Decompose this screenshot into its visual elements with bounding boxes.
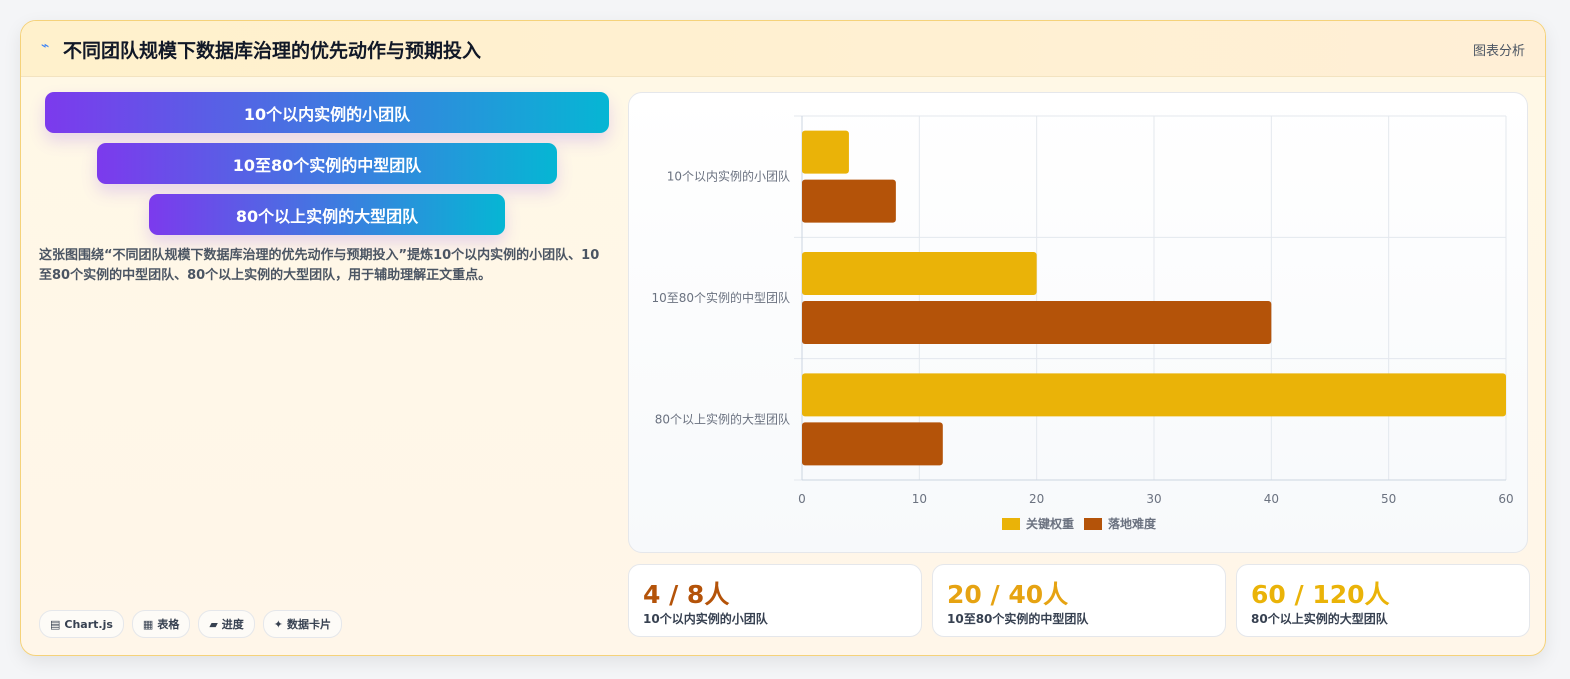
main-card: ⌁ 不同团队规模下数据库治理的优先动作与预期投入 图表分析 10个以内实例的小团… [20,20,1546,656]
tag-label: Chart.js [64,617,113,631]
bar-weight [802,252,1037,295]
chart-line-icon: ⌁ [41,38,50,54]
pill-small-team: 10个以内实例的小团队 [45,92,609,133]
stat-value: 4 / 8人 [643,580,730,609]
legend-label: 关键权重 [1026,516,1074,531]
card-icon: ✦ [273,617,284,631]
tag-data-card[interactable]: ✦ 数据卡片 [262,610,343,638]
tag-table[interactable]: ▦ 表格 [131,610,191,638]
stat-label: 80个以上实例的大型团队 [1251,612,1388,626]
tag-chartjs[interactable]: ▤ Chart.js [39,610,124,638]
tag-label: 进度 [221,618,244,631]
y-category-label: 10个以内实例的小团队 [667,169,790,184]
tag-label: 表格 [157,618,180,631]
x-tick-label: 50 [1381,492,1396,506]
bar-difficulty [802,422,943,466]
page-title: 不同团队规模下数据库治理的优先动作与预期投入 [63,40,482,62]
stat-value: 20 / 40人 [947,580,1069,609]
bar-weight [802,373,1506,417]
stat-card-large: 60 / 120人 80个以上实例的大型团队 [1236,564,1530,637]
pill-medium-team: 10至80个实例的中型团队 [97,143,557,184]
legend-label: 落地难度 [1108,516,1157,531]
chart-analysis-link[interactable]: 图表分析 [1472,44,1525,59]
x-tick-label: 40 [1264,492,1279,506]
y-category-label: 80个以上实例的大型团队 [655,411,790,426]
stat-card-small: 4 / 8人 10个以内实例的小团队 [628,564,922,637]
x-tick-label: 0 [798,492,806,506]
stat-label: 10至80个实例的中型团队 [947,612,1089,626]
pill-large-team: 80个以上实例的大型团队 [149,194,505,235]
y-category-label: 10至80个实例的中型团队 [651,290,790,305]
bar-chart: 0 10 20 30 40 50 60 10个以内实例的小团队 10至80个实例的中型团队 80个… [651,115,1514,531]
stat-card-medium: 20 / 40人 10至80个实例的中型团队 [932,564,1226,637]
x-tick-label: 30 [1146,492,1161,506]
stat-value: 60 / 120人 [1251,580,1390,609]
legend-swatch [1002,518,1020,530]
tag-list: ▤ Chart.js ▦ 表格 ▰ 进度 ✦ 数据卡片 [39,610,343,638]
x-tick-label: 10 [912,492,927,506]
chart-icon: ▤ [50,617,61,631]
bar-difficulty [802,179,896,223]
card-header: ⌁ 不同团队规模下数据库治理的优先动作与预期投入 图表分析 [21,21,1545,77]
bar-difficulty [802,301,1272,344]
chart-description: 这张图围绕“不同团队规模下数据库治理的优先动作与预期投入”提炼10个以内实例的小… [39,248,600,283]
legend-swatch [1084,518,1102,530]
x-tick-label: 20 [1029,492,1044,506]
x-tick-label: 60 [1498,492,1513,506]
tag-progress[interactable]: ▰ 进度 [198,610,255,638]
progress-icon: ▰ [209,617,218,631]
tag-label: 数据卡片 [287,618,332,631]
stat-label: 10个以内实例的小团队 [643,612,768,626]
bar-weight [802,130,849,174]
chart-panel: 0 10 20 30 40 50 60 10个以内实例的小团队 10至80个实例的中型团队 80个… [628,92,1528,553]
table-icon: ▦ [142,617,154,631]
